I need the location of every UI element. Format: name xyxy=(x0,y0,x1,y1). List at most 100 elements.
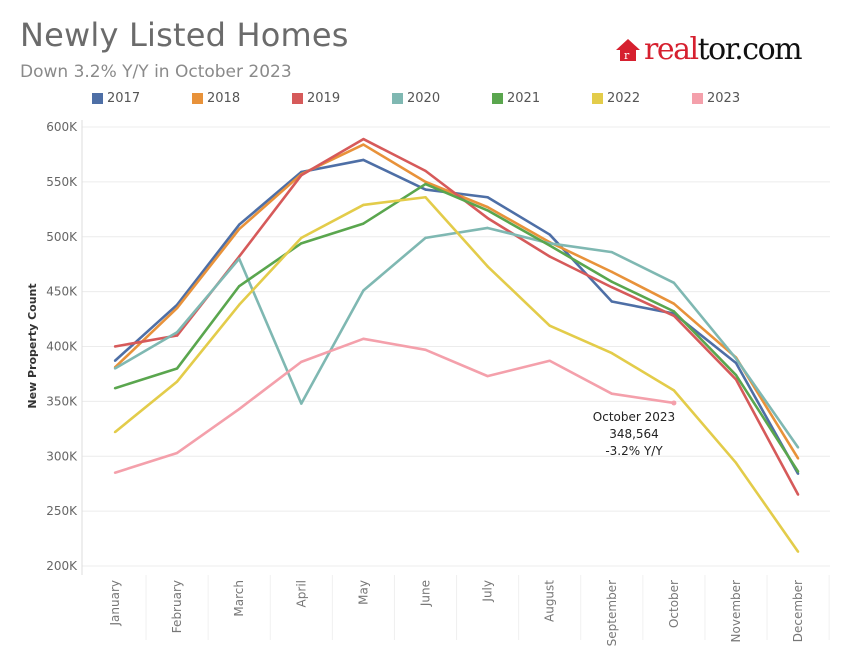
y-tick-label: 250K xyxy=(46,504,78,518)
data-point-2020[interactable] xyxy=(300,402,303,405)
data-point-2023[interactable] xyxy=(113,471,117,474)
data-point-2022[interactable] xyxy=(424,196,427,199)
data-point-2019[interactable] xyxy=(548,255,551,258)
data-point-2017[interactable] xyxy=(362,158,365,162)
data-point-2021[interactable] xyxy=(424,182,427,186)
data-point-2021[interactable] xyxy=(362,222,365,225)
data-point-2020[interactable] xyxy=(610,250,613,254)
data-point-2022[interactable] xyxy=(734,461,738,465)
data-point-2020[interactable] xyxy=(238,257,241,260)
data-point-2023[interactable] xyxy=(300,360,303,364)
legend-swatch xyxy=(692,93,703,104)
x-tick-label: December xyxy=(791,580,805,642)
data-point-2023[interactable] xyxy=(362,337,365,341)
data-point-2022[interactable] xyxy=(175,380,179,383)
data-point-2017[interactable] xyxy=(796,472,800,476)
legend-item-2018[interactable]: 2018 xyxy=(192,91,292,106)
legend-item-2022[interactable]: 2022 xyxy=(592,91,692,106)
data-point-2022[interactable] xyxy=(486,265,489,268)
x-tick-label: November xyxy=(729,580,743,642)
data-point-2019[interactable] xyxy=(796,493,800,496)
y-tick-label: 600K xyxy=(46,120,78,134)
series-line-2023[interactable] xyxy=(114,337,675,474)
series-line-2022[interactable] xyxy=(114,195,800,553)
data-point-2019[interactable] xyxy=(113,345,117,348)
data-point-2021[interactable] xyxy=(300,242,303,245)
data-point-2019[interactable] xyxy=(362,137,365,141)
data-point-2020[interactable] xyxy=(424,236,427,240)
data-point-2021[interactable] xyxy=(238,284,241,288)
legend-item-2019[interactable]: 2019 xyxy=(292,91,392,106)
legend-item-2021[interactable]: 2021 xyxy=(492,91,592,106)
data-point-2022[interactable] xyxy=(113,430,117,434)
legend: 2017 2018 2019 2020 2021 2022 2023 xyxy=(92,91,792,106)
data-point-2018[interactable] xyxy=(796,457,800,460)
data-point-2017[interactable] xyxy=(486,196,489,199)
data-point-2021[interactable] xyxy=(610,280,613,283)
data-point-2022[interactable] xyxy=(362,203,365,207)
data-point-2019[interactable] xyxy=(175,334,179,337)
legend-label: 2017 xyxy=(107,91,141,106)
data-point-2020[interactable] xyxy=(175,331,179,334)
data-point-2021[interactable] xyxy=(672,310,676,313)
data-point-2017[interactable] xyxy=(113,359,117,362)
legend-item-2020[interactable]: 2020 xyxy=(392,91,492,106)
data-point-2021[interactable] xyxy=(796,470,800,473)
legend-swatch xyxy=(592,93,603,104)
data-point-2019[interactable] xyxy=(300,174,303,177)
data-point-2021[interactable] xyxy=(548,244,551,247)
x-tick-label: September xyxy=(605,580,619,646)
data-point-2019[interactable] xyxy=(734,378,738,381)
data-point-2022[interactable] xyxy=(672,389,676,392)
data-point-2020[interactable] xyxy=(362,289,365,292)
data-point-2018[interactable] xyxy=(362,143,365,146)
data-point-2018[interactable] xyxy=(424,180,427,184)
data-point-2023[interactable] xyxy=(610,392,613,395)
legend-label: 2020 xyxy=(407,91,441,106)
x-tick-label: January xyxy=(108,580,122,627)
data-point-2021[interactable] xyxy=(734,373,738,377)
data-point-2021[interactable] xyxy=(113,387,117,390)
data-point-2022[interactable] xyxy=(548,324,551,327)
data-point-2017[interactable] xyxy=(734,361,738,365)
data-point-2017[interactable] xyxy=(424,188,427,191)
data-point-2018[interactable] xyxy=(672,302,676,305)
data-point-2018[interactable] xyxy=(610,270,613,274)
data-point-2020[interactable] xyxy=(113,367,117,370)
data-point-2019[interactable] xyxy=(238,255,241,258)
data-point-2019[interactable] xyxy=(424,169,427,173)
data-point-2021[interactable] xyxy=(175,367,179,370)
data-point-2019[interactable] xyxy=(610,286,613,289)
legend-item-2017[interactable]: 2017 xyxy=(92,91,192,106)
annotation-text: 348,564 xyxy=(609,427,659,441)
data-point-2021[interactable] xyxy=(486,209,489,212)
data-point-2022[interactable] xyxy=(300,236,303,240)
data-point-2020[interactable] xyxy=(796,446,800,449)
data-point-2018[interactable] xyxy=(238,227,241,231)
data-point-2023[interactable] xyxy=(486,374,489,378)
annotation-marker xyxy=(671,400,677,406)
data-point-2018[interactable] xyxy=(175,306,179,310)
data-point-2020[interactable] xyxy=(734,357,738,360)
data-point-2020[interactable] xyxy=(486,226,489,230)
data-point-2022[interactable] xyxy=(238,303,241,306)
legend-item-2023[interactable]: 2023 xyxy=(692,91,792,106)
series-line-2021[interactable] xyxy=(114,182,800,473)
data-point-2023[interactable] xyxy=(238,407,241,411)
data-point-2017[interactable] xyxy=(238,223,241,226)
data-point-2019[interactable] xyxy=(672,314,676,317)
data-point-2022[interactable] xyxy=(610,351,613,355)
series-line-2018[interactable] xyxy=(114,143,800,460)
data-point-2017[interactable] xyxy=(610,300,613,303)
data-point-2017[interactable] xyxy=(548,233,551,236)
data-point-2023[interactable] xyxy=(175,451,179,455)
data-point-2020[interactable] xyxy=(672,281,676,285)
data-point-2019[interactable] xyxy=(486,216,489,220)
legend-label: 2019 xyxy=(307,91,341,106)
data-point-2023[interactable] xyxy=(548,359,551,362)
legend-label: 2021 xyxy=(507,91,541,106)
data-point-2018[interactable] xyxy=(486,205,489,209)
data-point-2022[interactable] xyxy=(796,550,800,553)
data-point-2023[interactable] xyxy=(424,348,427,351)
